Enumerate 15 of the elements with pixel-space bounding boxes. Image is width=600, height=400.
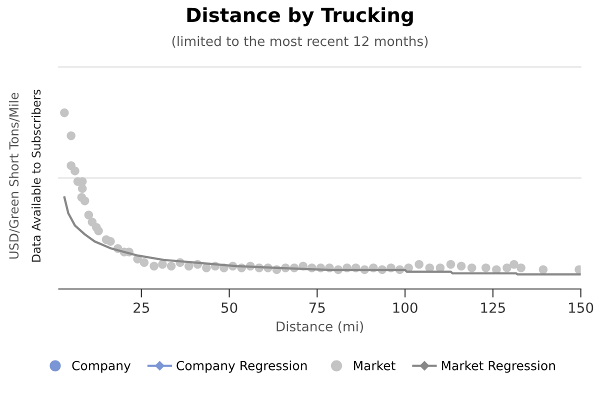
chart-title: Distance by Trucking [187,7,413,26]
legend-label: Company Regression [176,360,307,373]
x-axis-title: Distance (mi) [276,321,364,333]
legend-label: Market Regression [442,360,555,373]
x-tick-label: 125 [481,302,505,313]
x-tick-label: 100 [393,302,418,313]
y-axis-title: USD/Green Short Tons/Mile [8,92,20,259]
x-tick-label: 150 [569,302,594,313]
x-tick-label: 50 [222,302,238,313]
legend-label: Market [354,360,396,370]
text: Data Available to Subscribers [31,90,41,262]
legend-label: Company [72,360,131,373]
chart-subtitle: (limited to the most recent 12 months) [172,36,428,48]
x-tick-label: 75 [309,302,325,313]
x-tick-label: 25 [134,302,150,313]
